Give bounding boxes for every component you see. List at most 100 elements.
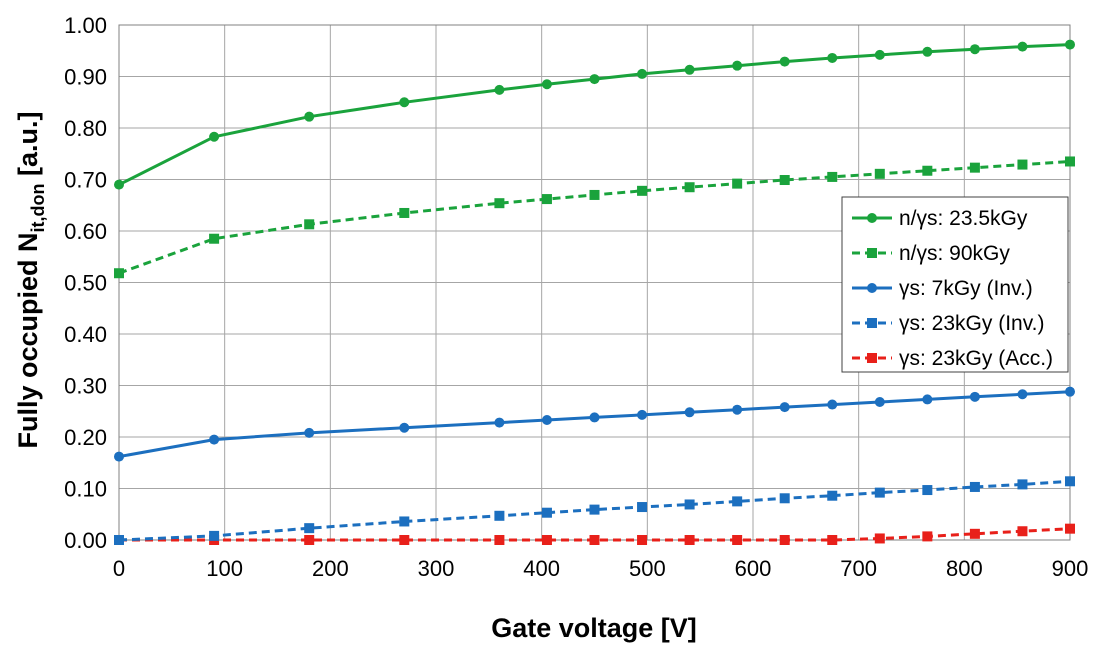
data-point bbox=[732, 404, 743, 415]
data-point bbox=[1065, 476, 1075, 487]
series-group bbox=[114, 476, 1075, 545]
data-point bbox=[874, 49, 885, 60]
y-axis-label: Fully occupied Nit,don [a.u.] bbox=[13, 111, 48, 448]
x-tick-label: 0 bbox=[113, 556, 125, 581]
data-point bbox=[779, 535, 790, 545]
data-point bbox=[684, 64, 695, 75]
data-point bbox=[732, 535, 743, 545]
data-point bbox=[969, 481, 980, 492]
y-axis-ticks: 0.00 0.10 0.20 0.30 0.40 0.50 0.60 0.70 0.80 0.90… bbox=[64, 13, 107, 553]
x-axis-label: Gate voltage [V] bbox=[491, 613, 697, 643]
data-point bbox=[209, 530, 220, 541]
data-point bbox=[922, 394, 933, 405]
series-group bbox=[114, 39, 1075, 190]
data-point bbox=[304, 523, 315, 534]
data-point bbox=[732, 60, 743, 71]
data-point bbox=[541, 79, 552, 90]
y-axis-label-suffix: [a.u.] bbox=[13, 111, 43, 183]
data-point bbox=[922, 485, 933, 496]
data-point bbox=[1065, 156, 1075, 167]
data-point bbox=[209, 131, 220, 142]
data-point bbox=[1017, 389, 1028, 400]
data-point bbox=[874, 168, 885, 179]
data-point bbox=[684, 407, 695, 418]
data-point bbox=[399, 535, 410, 545]
data-point bbox=[589, 189, 600, 200]
data-point bbox=[1017, 159, 1028, 170]
legend-swatch-marker bbox=[867, 248, 877, 258]
data-point bbox=[827, 399, 838, 410]
data-point bbox=[1017, 479, 1028, 490]
data-point bbox=[114, 179, 124, 190]
data-point bbox=[874, 396, 885, 407]
data-point bbox=[969, 44, 980, 55]
data-point bbox=[637, 185, 648, 196]
y-tick-label: 0.20 bbox=[64, 425, 107, 450]
y-tick-label: 0.90 bbox=[64, 65, 107, 90]
x-tick-label: 500 bbox=[629, 556, 666, 581]
data-point bbox=[1065, 386, 1075, 397]
legend-swatch-marker bbox=[867, 283, 877, 293]
series-group bbox=[114, 386, 1075, 462]
data-point bbox=[732, 496, 743, 507]
x-tick-label: 600 bbox=[735, 556, 772, 581]
data-point bbox=[494, 510, 505, 521]
data-point bbox=[969, 528, 980, 539]
data-point bbox=[779, 402, 790, 413]
data-point bbox=[494, 417, 505, 428]
legend-entry: n/γs: 23.5kGy bbox=[899, 207, 1028, 230]
data-point bbox=[1017, 526, 1028, 537]
legend-entry: n/γs: 90kGy bbox=[899, 242, 1010, 265]
x-tick-label: 100 bbox=[206, 556, 243, 581]
y-axis-label-subscript: it,don bbox=[28, 183, 48, 232]
data-point bbox=[541, 507, 552, 518]
data-point bbox=[114, 451, 124, 462]
data-point bbox=[827, 535, 838, 545]
x-tick-label: 200 bbox=[312, 556, 349, 581]
series-line bbox=[118, 479, 1071, 542]
y-tick-label: 0.10 bbox=[64, 477, 107, 502]
data-point bbox=[969, 162, 980, 173]
x-tick-label: 300 bbox=[418, 556, 455, 581]
data-point bbox=[1065, 523, 1075, 534]
data-point bbox=[637, 68, 648, 79]
data-point bbox=[684, 182, 695, 193]
data-point bbox=[589, 535, 600, 545]
data-point bbox=[922, 165, 933, 176]
data-point bbox=[494, 198, 505, 209]
data-point bbox=[399, 97, 410, 108]
data-point bbox=[541, 415, 552, 426]
data-point bbox=[922, 46, 933, 57]
data-point bbox=[874, 487, 885, 498]
legend-swatch-marker bbox=[867, 318, 877, 328]
data-point bbox=[541, 535, 552, 545]
data-point bbox=[589, 74, 600, 85]
y-tick-label: 0.70 bbox=[64, 168, 107, 193]
data-point bbox=[304, 111, 315, 122]
x-tick-label: 700 bbox=[840, 556, 877, 581]
data-point bbox=[779, 175, 790, 186]
y-tick-label: 0.60 bbox=[64, 219, 107, 244]
legend-box bbox=[841, 196, 1069, 373]
data-point bbox=[541, 194, 552, 205]
data-point bbox=[969, 391, 980, 402]
legend-entry: γs: 7kGy (Inv.) bbox=[899, 277, 1033, 300]
data-point bbox=[209, 233, 220, 244]
data-point bbox=[637, 502, 648, 513]
data-point bbox=[114, 535, 124, 545]
data-point bbox=[1065, 39, 1075, 50]
data-point bbox=[494, 84, 505, 95]
data-point bbox=[209, 434, 220, 445]
y-tick-label: 0.80 bbox=[64, 116, 107, 141]
series-line bbox=[119, 527, 1071, 542]
data-point bbox=[114, 268, 124, 279]
data-point bbox=[827, 52, 838, 63]
y-tick-label: 0.40 bbox=[64, 322, 107, 347]
data-point bbox=[494, 535, 505, 545]
data-point bbox=[827, 490, 838, 501]
data-point bbox=[637, 409, 648, 420]
legend-entry: γs: 23kGy (Inv.) bbox=[899, 312, 1044, 335]
y-tick-label: 0.30 bbox=[64, 374, 107, 399]
data-point bbox=[779, 56, 790, 67]
